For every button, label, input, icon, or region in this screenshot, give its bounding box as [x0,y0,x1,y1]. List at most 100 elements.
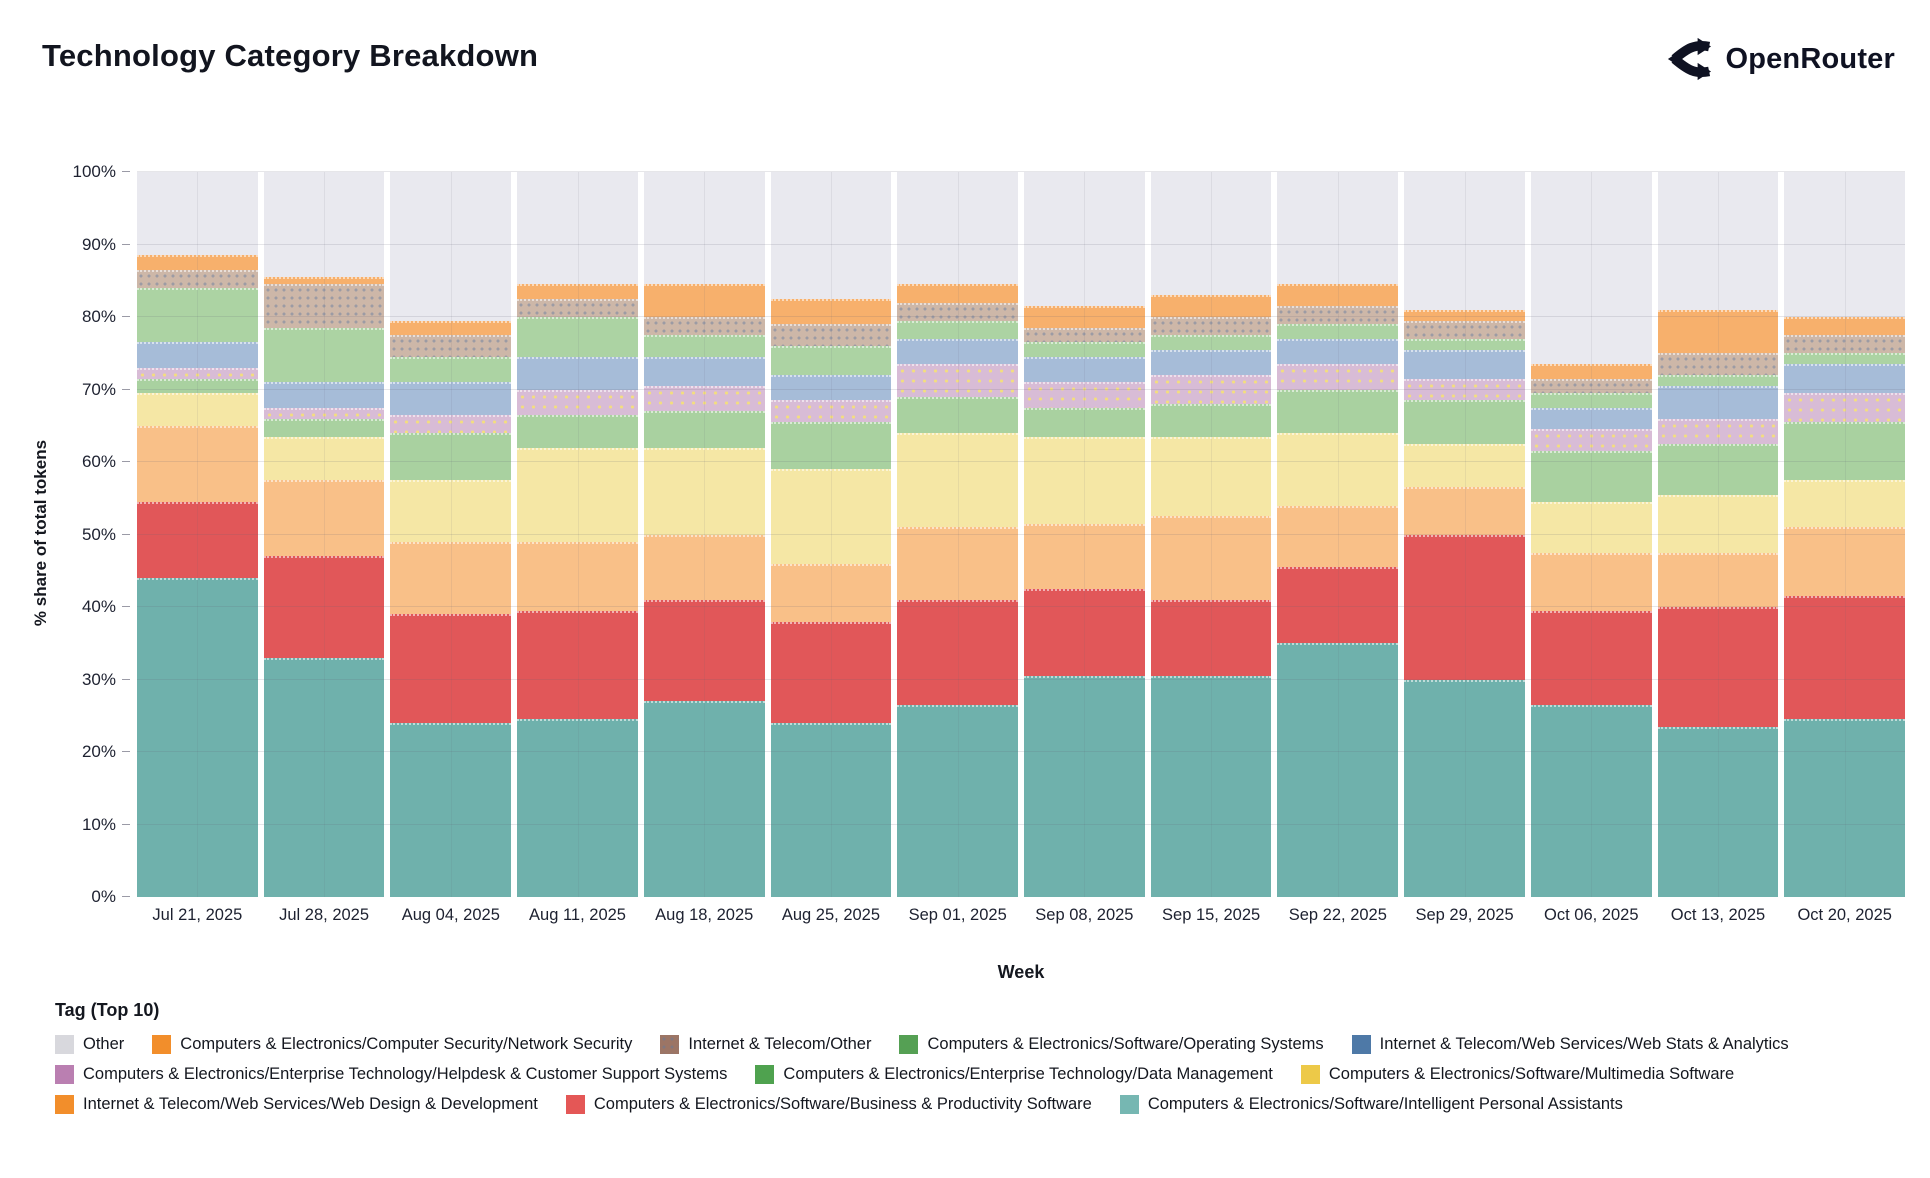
segment-webstats[interactable] [1150,349,1272,375]
segment-itother[interactable] [897,302,1019,321]
segment-busprod[interactable] [1277,567,1399,644]
segment-os[interactable] [770,346,892,375]
segment-busprod[interactable] [897,599,1019,705]
segment-helpdesk[interactable] [263,407,385,419]
segment-itother[interactable] [137,269,258,288]
segment-webstats[interactable] [643,356,765,386]
segment-datamgmt[interactable] [1657,443,1779,495]
segment-os[interactable] [1150,335,1272,350]
segment-ipa[interactable] [1530,704,1652,897]
segment-datamgmt[interactable] [390,433,512,481]
segment-busprod[interactable] [1657,607,1779,727]
segment-other[interactable] [1277,172,1399,285]
segment-netsec[interactable] [770,298,892,325]
segment-busprod[interactable] [137,501,258,578]
segment-ipa[interactable] [1657,726,1779,897]
segment-itother[interactable] [643,317,765,336]
legend-item[interactable]: Internet & Telecom/Other [660,1035,871,1054]
segment-helpdesk[interactable] [770,400,892,423]
segment-helpdesk[interactable] [1150,375,1272,404]
segment-webstats[interactable] [1530,407,1652,430]
segment-ipa[interactable] [897,704,1019,897]
segment-webdesign[interactable] [1784,527,1906,597]
segment-other[interactable] [390,172,512,321]
segment-itother[interactable] [1024,327,1145,343]
segment-multimedia[interactable] [517,447,638,542]
segment-ipa[interactable] [643,701,765,897]
segment-ipa[interactable] [1404,679,1525,897]
segment-webdesign[interactable] [263,480,385,557]
segment-netsec[interactable] [1404,309,1525,321]
segment-helpdesk[interactable] [1657,418,1779,444]
segment-datamgmt[interactable] [137,378,258,394]
segment-os[interactable] [263,327,385,383]
segment-netsec[interactable] [137,255,258,270]
segment-webdesign[interactable] [137,425,258,502]
segment-os[interactable] [390,356,512,383]
segment-webstats[interactable] [1277,338,1399,365]
legend-item[interactable]: Computers & Electronics/Software/Multime… [1300,1065,1734,1084]
segment-multimedia[interactable] [263,436,385,481]
segment-itother[interactable] [1150,317,1272,336]
segment-helpdesk[interactable] [643,385,765,412]
segment-netsec[interactable] [263,277,385,285]
segment-multimedia[interactable] [1404,443,1525,488]
segment-webstats[interactable] [390,382,512,415]
segment-other[interactable] [1404,172,1525,310]
segment-multimedia[interactable] [1150,436,1272,517]
segment-webdesign[interactable] [1404,487,1525,535]
segment-multimedia[interactable] [1024,436,1145,524]
segment-webdesign[interactable] [770,563,892,622]
segment-other[interactable] [1784,172,1906,317]
legend-item[interactable]: Computers & Electronics/Enterprise Techn… [755,1065,1273,1084]
segment-other[interactable] [1657,172,1779,310]
segment-other[interactable] [263,172,385,278]
legend-item[interactable]: Other [55,1035,124,1054]
segment-multimedia[interactable] [1784,480,1906,528]
segment-os[interactable] [897,320,1019,339]
segment-webdesign[interactable] [1024,523,1145,589]
segment-busprod[interactable] [1024,588,1145,676]
segment-itother[interactable] [1530,378,1652,394]
segment-os[interactable] [643,335,765,357]
segment-itother[interactable] [770,324,892,346]
segment-other[interactable] [1530,172,1652,365]
segment-netsec[interactable] [1784,317,1906,336]
segment-webdesign[interactable] [517,541,638,611]
segment-os[interactable] [1657,375,1779,386]
segment-helpdesk[interactable] [1024,382,1145,408]
segment-datamgmt[interactable] [1784,422,1906,481]
segment-webstats[interactable] [263,382,385,408]
segment-multimedia[interactable] [643,447,765,535]
legend-item[interactable]: Computers & Electronics/Enterprise Techn… [55,1065,727,1084]
segment-webdesign[interactable] [1530,552,1652,611]
segment-datamgmt[interactable] [1530,451,1652,502]
segment-busprod[interactable] [1404,534,1525,680]
segment-busprod[interactable] [643,599,765,702]
segment-busprod[interactable] [1530,610,1652,705]
segment-netsec[interactable] [1277,284,1399,307]
segment-datamgmt[interactable] [770,422,892,470]
legend-item[interactable]: Computers & Electronics/Computer Securit… [152,1035,632,1054]
segment-busprod[interactable] [390,614,512,723]
segment-other[interactable] [517,172,638,285]
segment-multimedia[interactable] [1277,433,1399,506]
segment-multimedia[interactable] [390,480,512,542]
segment-helpdesk[interactable] [1530,429,1652,452]
segment-itother[interactable] [1404,320,1525,339]
legend-item[interactable]: Computers & Electronics/Software/Operati… [899,1035,1324,1054]
segment-helpdesk[interactable] [897,364,1019,397]
segment-itother[interactable] [1784,335,1906,354]
legend-item[interactable]: Internet & Telecom/Web Services/Web Desi… [55,1095,538,1114]
segment-webdesign[interactable] [1277,505,1399,568]
segment-datamgmt[interactable] [1404,400,1525,444]
segment-netsec[interactable] [517,284,638,299]
segment-other[interactable] [897,172,1019,285]
segment-os[interactable] [517,317,638,357]
segment-multimedia[interactable] [1657,494,1779,553]
segment-multimedia[interactable] [770,469,892,564]
segment-datamgmt[interactable] [643,411,765,448]
segment-webdesign[interactable] [1150,516,1272,600]
segment-multimedia[interactable] [137,393,258,426]
segment-netsec[interactable] [1657,309,1779,354]
